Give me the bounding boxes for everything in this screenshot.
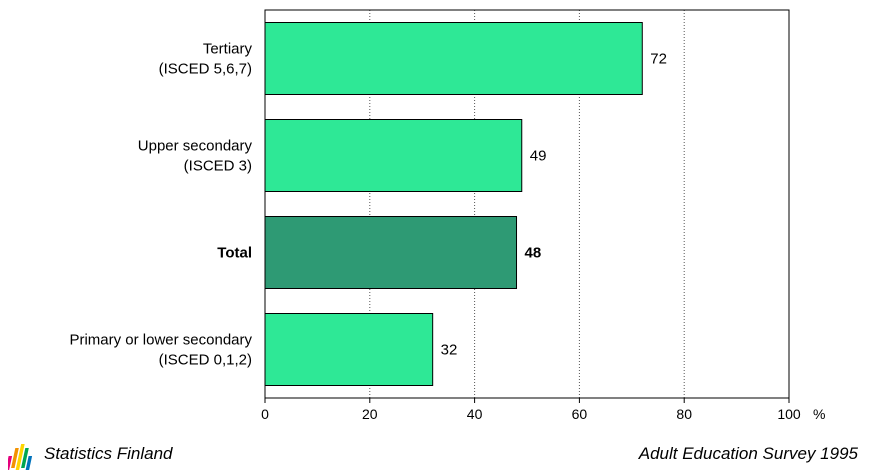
bar — [264, 313, 434, 386]
data-label: 49 — [530, 148, 547, 165]
x-tick-label: 20 — [362, 406, 378, 422]
bar — [264, 216, 518, 289]
category-label: Tertiary (ISCED 5,6,7) — [159, 41, 253, 78]
category-label-line: (ISCED 3) — [184, 158, 252, 175]
category-label-line: Upper secondary — [138, 138, 253, 155]
footer-source: Statistics Finland — [44, 444, 173, 463]
data-label: 72 — [650, 51, 667, 68]
category-label: Primary or lower secondary (ISCED 0,1,2) — [69, 332, 252, 369]
logo-stripe — [11, 448, 19, 468]
x-tick-label: 40 — [467, 406, 483, 422]
x-unit-label: % — [813, 406, 825, 422]
category-label-line: (ISCED 5,6,7) — [159, 61, 252, 78]
statistics-finland-logo-icon — [8, 444, 33, 470]
logo-stripe — [21, 448, 29, 468]
x-tick-label: 60 — [572, 406, 588, 422]
bar-chart: 72 Tertiary (ISCED 5,6,7) 49 Upper secondary… — [69, 9, 825, 422]
logo-stripe — [8, 456, 13, 470]
x-tick-label: 80 — [676, 406, 692, 422]
logo-stripe — [15, 444, 25, 470]
plot-frame — [264, 9, 790, 399]
data-label: 48 — [525, 245, 542, 262]
bar — [264, 119, 523, 192]
category-label-line: Tertiary — [203, 41, 253, 58]
category-label-line: Primary or lower secondary — [69, 332, 252, 349]
logo-stripe — [25, 456, 33, 470]
data-label: 32 — [441, 342, 458, 359]
x-tick-label: 0 — [261, 406, 269, 422]
bar — [264, 22, 643, 95]
category-label: Upper secondary (ISCED 3) — [138, 138, 253, 175]
x-tick-label: 100 — [777, 406, 801, 422]
category-label-line: Total — [217, 245, 252, 262]
category-label-line: (ISCED 0,1,2) — [159, 352, 252, 369]
footer-survey: Adult Education Survey 1995 — [638, 444, 858, 463]
category-label: Total — [217, 245, 252, 262]
